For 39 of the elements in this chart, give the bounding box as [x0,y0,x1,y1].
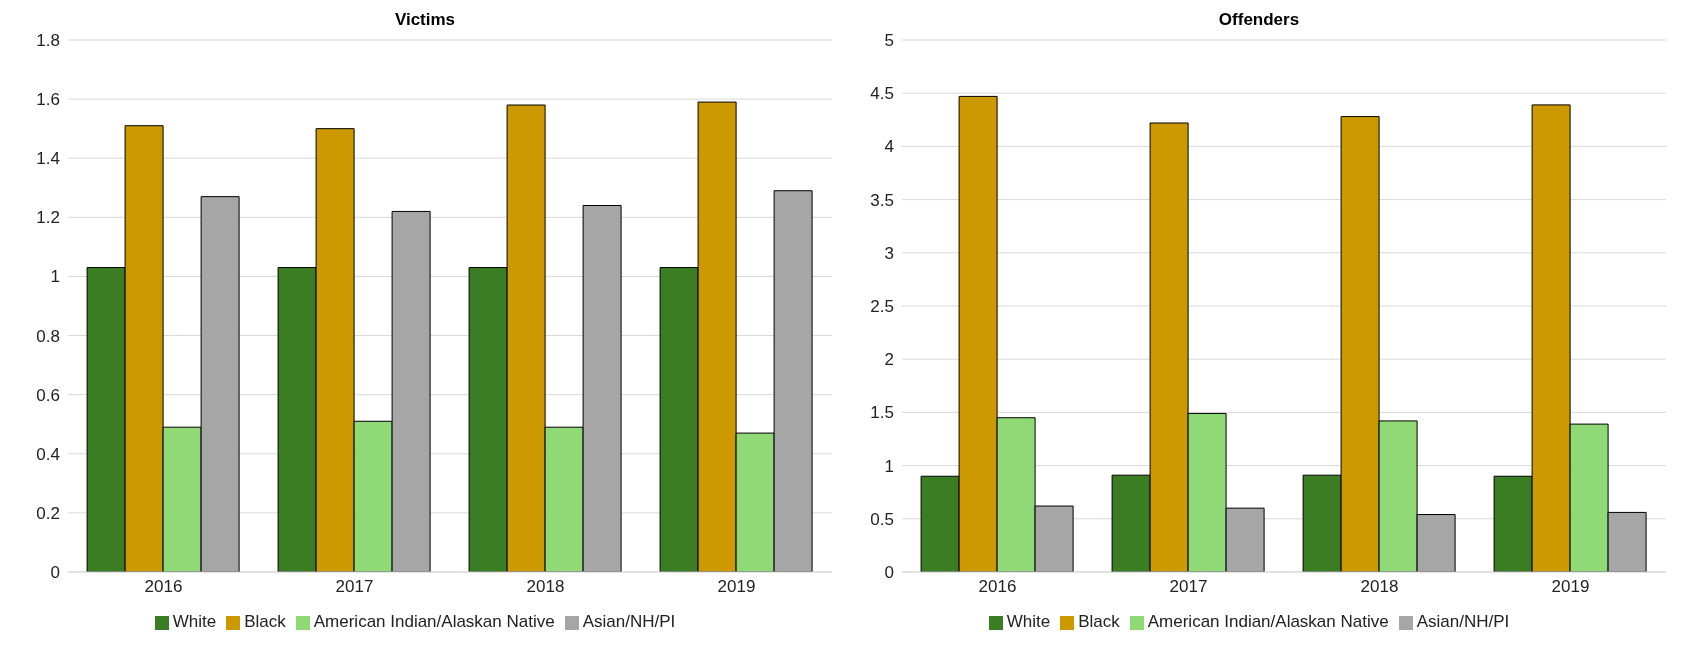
legend-label: White [172,612,217,631]
y-tick-label: 1.4 [36,149,60,169]
y-tick-label: 1 [884,456,894,476]
y-tick-label: 0.2 [36,503,60,523]
y-tick-label: 0.5 [870,509,894,529]
y-tick-label: 1.8 [36,31,60,51]
y-tick-label: 0.6 [36,385,60,405]
y-tick-label: 0 [50,563,60,583]
x-tick-label: 2019 [1551,577,1590,597]
y-tick-label: 0.4 [36,444,60,464]
x-tick-label: 2016 [978,577,1017,597]
y-tick-label: 1.2 [36,208,60,228]
y-tick-label: 5 [884,31,894,51]
y-tick-label: 2 [884,350,894,370]
legend-label: Asian/NH/PI [582,612,676,631]
y-tick-label: 3 [884,243,894,263]
chart-title: Offenders [1217,9,1301,31]
legend-label: American Indian/Alaskan Native [1147,612,1389,631]
y-tick-label: 4.5 [870,84,894,104]
y-tick-label: 0.8 [36,326,60,346]
y-tick-label: 1.6 [36,90,60,110]
x-tick-label: 2019 [717,577,756,597]
x-tick-label: 2017 [335,577,374,597]
y-tick-label: 4 [884,137,894,157]
legend-label: White [1006,612,1051,631]
legend-label: Black [1078,612,1120,631]
y-tick-label: 2.5 [870,297,894,317]
x-tick-label: 2018 [1360,577,1399,597]
x-tick-label: 2016 [144,577,183,597]
legend-label: Black [244,612,286,631]
chart-title: Victims [393,9,457,31]
x-tick-label: 2017 [1169,577,1208,597]
legend-label: Asian/NH/PI [1416,612,1510,631]
legend-label: American Indian/Alaskan Native [313,612,555,631]
y-tick-label: 1 [50,267,60,287]
y-tick-label: 0 [884,563,894,583]
y-tick-label: 3.5 [870,190,894,210]
y-tick-label: 1.5 [870,403,894,423]
x-tick-label: 2018 [526,577,565,597]
